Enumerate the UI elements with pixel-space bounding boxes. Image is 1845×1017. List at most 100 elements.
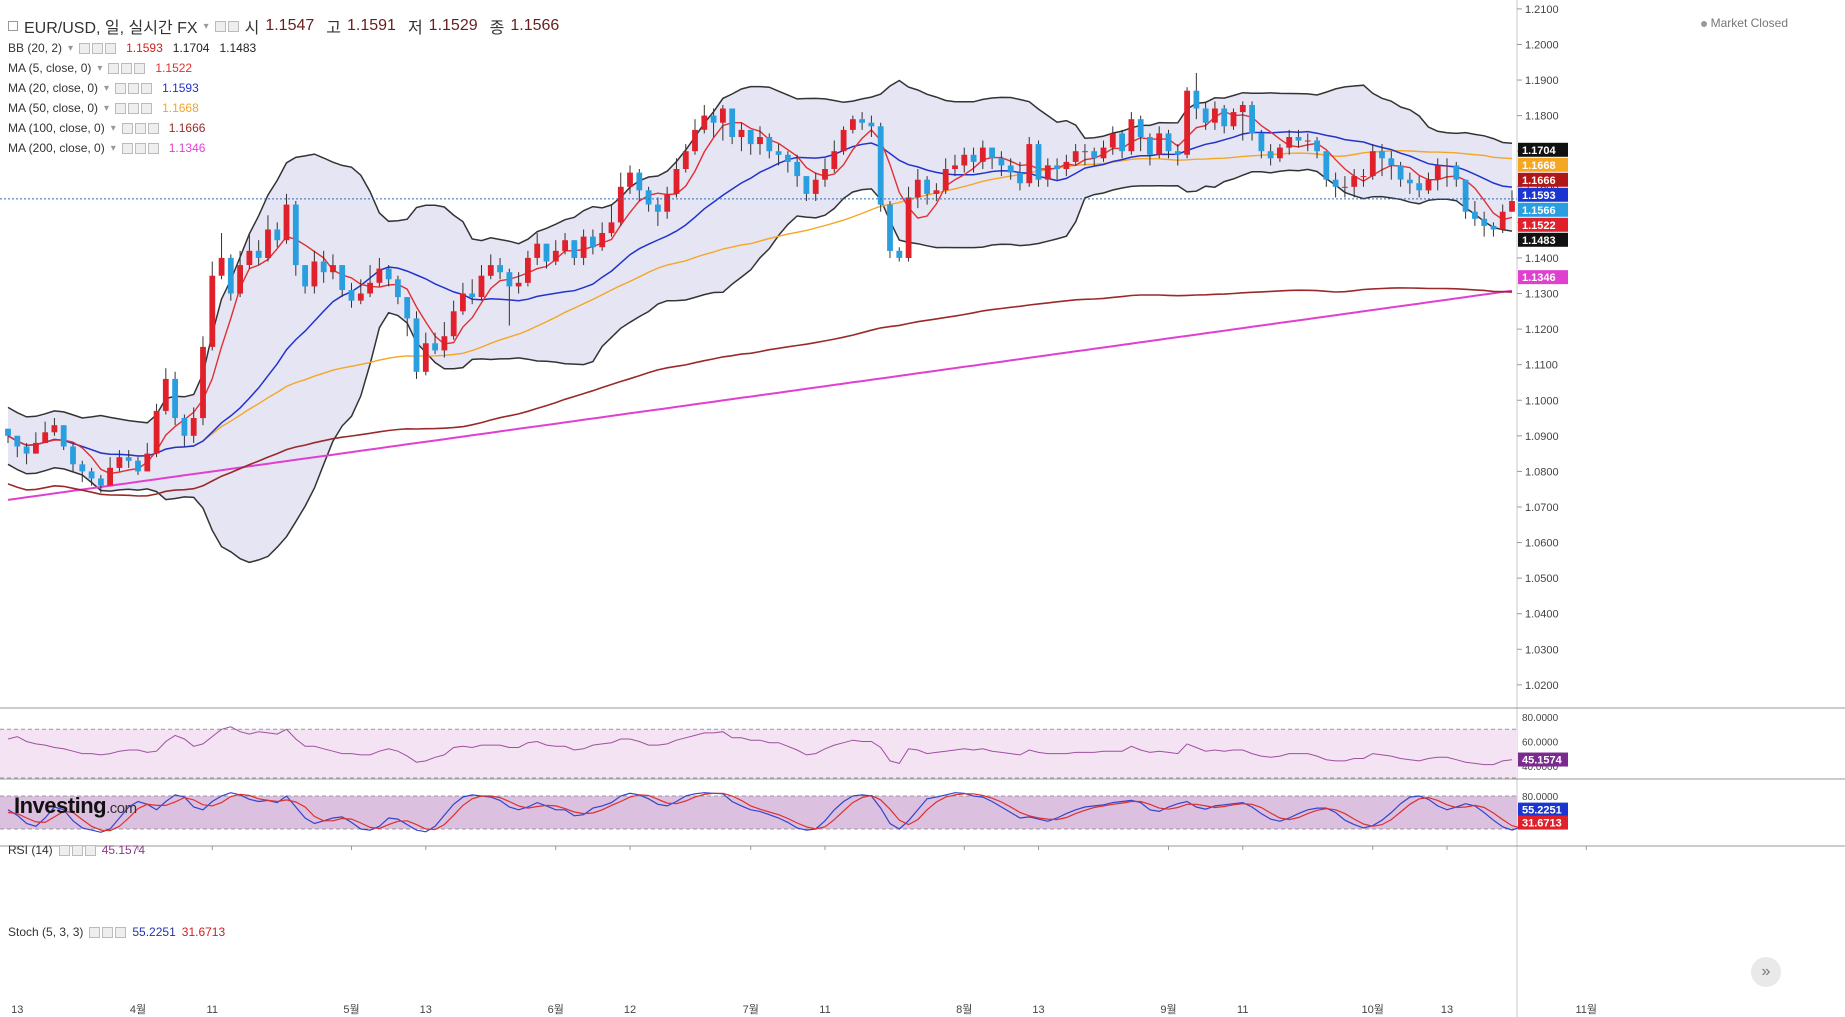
close-icon[interactable] xyxy=(141,82,153,94)
indicator-row[interactable]: BB (20, 2) ▾ 1.1593 1.1704 1.1483 xyxy=(8,38,565,58)
candle xyxy=(1007,165,1014,173)
rsi-badge xyxy=(1518,752,1568,767)
y-tick-label: 1.0700 xyxy=(1525,502,1559,514)
candle xyxy=(785,154,791,162)
close-icon[interactable] xyxy=(115,926,127,938)
indicator-value: 1.1704 xyxy=(172,41,210,55)
ma5-badge xyxy=(1518,217,1568,232)
bb-upper-badge xyxy=(1518,142,1568,157)
candle xyxy=(274,229,281,241)
settings-icon[interactable] xyxy=(115,82,127,94)
settings-icon[interactable] xyxy=(108,62,120,74)
rsi-controls[interactable] xyxy=(58,844,96,856)
settings-icon[interactable] xyxy=(121,142,133,154)
chevron-down-icon[interactable]: ▾ xyxy=(104,102,110,114)
settings-icon[interactable] xyxy=(71,844,83,856)
indicator-label[interactable]: MA (200, close, 0) xyxy=(8,141,105,155)
symbol-title[interactable]: EUR/USD, 일, 실시간 FX xyxy=(24,20,198,37)
x-tick-label: 11 xyxy=(819,1004,830,1016)
ma50-badge-text: 1.1668 xyxy=(1522,160,1556,172)
indicator-controls[interactable] xyxy=(108,62,146,74)
chevron-down-icon[interactable]: ▾ xyxy=(104,82,110,94)
indicator-controls[interactable] xyxy=(115,102,153,114)
candle xyxy=(887,204,893,251)
indicator-controls[interactable] xyxy=(121,142,159,154)
stoch-controls[interactable] xyxy=(89,926,127,938)
settings-icon[interactable] xyxy=(227,20,239,32)
chevron-down-icon[interactable]: ▾ xyxy=(110,122,116,134)
indicator-label[interactable]: MA (5, close, 0) xyxy=(8,61,92,75)
settings-icon[interactable] xyxy=(128,82,140,94)
close-icon[interactable] xyxy=(105,42,117,54)
candle xyxy=(1072,151,1079,162)
rsi-label[interactable]: RSI (14) xyxy=(8,843,53,857)
brand-main: Investing xyxy=(14,793,107,818)
x-tick-label: 6월 xyxy=(548,1003,564,1016)
settings-icon[interactable] xyxy=(89,926,101,938)
indicator-controls[interactable] xyxy=(121,122,159,134)
market-status: Market Closed xyxy=(1700,16,1788,30)
chevron-down-icon[interactable]: ▾ xyxy=(203,20,209,32)
settings-icon[interactable] xyxy=(102,926,114,938)
indicator-controls[interactable] xyxy=(79,42,117,54)
rsi-zone xyxy=(0,729,1517,778)
candle xyxy=(162,378,169,411)
settings-icon[interactable] xyxy=(134,142,146,154)
y-tick-label: 1.0400 xyxy=(1525,609,1559,621)
settings-icon[interactable] xyxy=(134,122,146,134)
candle xyxy=(135,460,141,472)
candle xyxy=(1119,133,1125,152)
scroll-right-button[interactable]: » xyxy=(1751,957,1781,987)
x-tick-label: 9월 xyxy=(1160,1003,1176,1016)
close-icon[interactable] xyxy=(134,62,146,74)
close-icon[interactable] xyxy=(147,122,159,134)
x-tick-label: 10월 xyxy=(1362,1003,1384,1016)
candle xyxy=(450,311,457,337)
rsi-line xyxy=(7,726,1513,766)
indicator-controls[interactable] xyxy=(115,82,153,94)
settings-icon[interactable] xyxy=(121,62,133,74)
chevron-down-icon[interactable]: ▾ xyxy=(97,62,103,74)
candle xyxy=(246,250,253,265)
settings-icon[interactable] xyxy=(214,20,226,32)
collapse-icon[interactable] xyxy=(8,21,18,31)
indicator-row[interactable]: MA (50, close, 0) ▾ 1.1668 xyxy=(8,98,565,118)
y-tick-label: 1.0200 xyxy=(1525,680,1559,692)
candle xyxy=(1239,105,1246,113)
indicator-label[interactable]: MA (100, close, 0) xyxy=(8,121,105,135)
settings-icon[interactable] xyxy=(121,122,133,134)
candle xyxy=(822,169,828,180)
settings-icon[interactable] xyxy=(128,102,140,114)
indicator-row[interactable]: MA (200, close, 0) ▾ 1.1346 xyxy=(8,138,565,158)
y-tick-label: 1.1300 xyxy=(1525,289,1559,301)
header-controls[interactable] xyxy=(214,20,239,32)
indicator-label[interactable]: MA (20, close, 0) xyxy=(8,81,99,95)
candle xyxy=(599,233,606,248)
candle xyxy=(933,190,940,194)
stoch-label[interactable]: Stoch (5, 3, 3) xyxy=(8,925,84,939)
indicator-label[interactable]: MA (50, close, 0) xyxy=(8,101,99,115)
indicator-row[interactable]: MA (5, close, 0) ▾ 1.1522 xyxy=(8,58,565,78)
candle xyxy=(172,378,178,418)
x-tick-label: 13 xyxy=(1441,1004,1453,1016)
chevron-down-icon[interactable]: ▾ xyxy=(110,142,116,154)
candle xyxy=(283,204,290,241)
candle xyxy=(79,464,86,472)
indicator-row[interactable]: MA (100, close, 0) ▾ 1.1666 xyxy=(8,118,565,138)
candle xyxy=(506,272,513,287)
chevron-down-icon[interactable]: ▾ xyxy=(68,42,74,54)
indicator-value: 1.1346 xyxy=(168,141,206,155)
settings-icon[interactable] xyxy=(79,42,91,54)
settings-icon[interactable] xyxy=(115,102,127,114)
close-icon[interactable] xyxy=(84,844,96,856)
candle xyxy=(98,478,104,486)
settings-icon[interactable] xyxy=(92,42,104,54)
indicator-row[interactable]: MA (20, close, 0) ▾ 1.1593 xyxy=(8,78,565,98)
status-dot-icon xyxy=(1700,20,1707,27)
indicator-label[interactable]: BB (20, 2) xyxy=(8,41,63,55)
close-icon[interactable] xyxy=(147,142,159,154)
candle xyxy=(1397,165,1404,180)
settings-icon[interactable] xyxy=(58,844,70,856)
close-icon[interactable] xyxy=(141,102,153,114)
